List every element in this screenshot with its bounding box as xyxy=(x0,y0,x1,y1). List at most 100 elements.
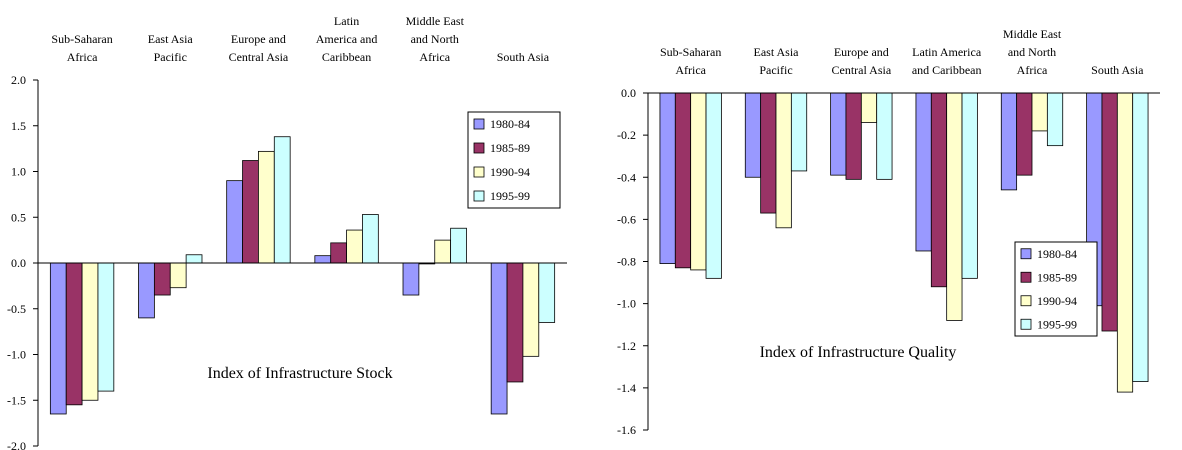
bar xyxy=(1101,92,1118,332)
category-label: Latin America xyxy=(912,45,982,59)
legend-label: 1995-99 xyxy=(1037,317,1077,331)
bar xyxy=(258,150,275,264)
y-tick-label: -1.5 xyxy=(7,393,26,407)
bar xyxy=(790,92,808,172)
bar xyxy=(674,92,692,269)
category-label: Pacific xyxy=(759,63,792,77)
category-label: Africa xyxy=(67,50,98,64)
category-label: Central Asia xyxy=(229,50,289,64)
bar xyxy=(830,92,847,176)
y-tick-label: -0.4 xyxy=(617,170,636,184)
category-label: East Asia xyxy=(148,32,194,46)
bar xyxy=(153,262,171,296)
legend-label: 1985-89 xyxy=(490,141,530,155)
bar xyxy=(49,262,67,415)
y-tick-label: 0.0 xyxy=(621,86,636,100)
bar xyxy=(876,92,893,180)
bar xyxy=(705,92,722,279)
bar xyxy=(522,262,540,357)
y-tick-label: -0.6 xyxy=(617,212,636,226)
bar xyxy=(1046,92,1064,147)
bar xyxy=(690,92,707,271)
category-label: Sub-Saharan xyxy=(660,45,721,59)
category-label: and Caribbean xyxy=(912,63,982,77)
bar xyxy=(860,92,878,123)
bar xyxy=(946,92,963,321)
annotation: Index of Infrastructure Stock xyxy=(207,365,392,382)
bar xyxy=(506,262,524,383)
category-label: Sub-Saharan xyxy=(51,32,112,46)
category-label: Caribbean xyxy=(322,50,371,64)
legend-label: 1990-94 xyxy=(1037,294,1077,308)
category-label: Central Asia xyxy=(832,63,892,77)
bar xyxy=(65,262,83,406)
bar xyxy=(760,92,777,214)
category-label: and North xyxy=(1008,45,1056,59)
bar xyxy=(314,255,332,264)
category-label: Middle East xyxy=(406,14,465,28)
bar xyxy=(744,92,762,178)
category-label: Europe and xyxy=(231,32,286,46)
legend-label: 1995-99 xyxy=(490,189,530,203)
y-tick-label: 0.0 xyxy=(11,256,26,270)
category-label: Africa xyxy=(419,50,450,64)
y-tick-label: 1.0 xyxy=(11,165,26,179)
legend-swatch xyxy=(473,166,485,178)
bar xyxy=(538,262,556,323)
y-tick-label: -1.0 xyxy=(617,297,636,311)
legend-swatch xyxy=(1020,318,1032,330)
bar xyxy=(775,92,792,229)
category-label: and North xyxy=(411,32,459,46)
bar xyxy=(490,262,508,415)
y-tick-label: -0.2 xyxy=(617,128,636,142)
legend-label: 1980-84 xyxy=(490,117,530,131)
legend-swatch xyxy=(473,118,485,130)
annotation: Index of Infrastructure Quality xyxy=(760,344,957,361)
bar xyxy=(659,92,676,265)
y-tick-label: -1.2 xyxy=(617,339,636,353)
bar xyxy=(1116,92,1134,393)
y-tick-label: -1.0 xyxy=(7,348,26,362)
y-tick-label: -1.4 xyxy=(617,381,636,395)
bar xyxy=(1031,92,1048,132)
category-label: America and xyxy=(316,32,378,46)
bar xyxy=(402,262,420,296)
bar xyxy=(434,239,452,264)
bar xyxy=(362,214,379,264)
legend-swatch xyxy=(473,142,485,154)
category-label: Europe and xyxy=(834,45,889,59)
legend-swatch xyxy=(1020,271,1032,283)
bar xyxy=(1132,92,1149,382)
y-tick-label: -1.6 xyxy=(617,423,636,437)
bar xyxy=(273,136,291,264)
bar xyxy=(242,160,259,264)
bar xyxy=(169,262,187,289)
legend-label: 1990-94 xyxy=(490,165,530,179)
bar xyxy=(138,262,155,319)
y-tick-label: 2.0 xyxy=(11,73,26,87)
bar xyxy=(330,242,347,264)
category-label: Latin xyxy=(334,14,359,28)
legend-swatch xyxy=(1020,248,1032,260)
legend-swatch xyxy=(473,190,485,202)
category-label: South Asia xyxy=(1091,63,1144,77)
category-label: Pacific xyxy=(154,50,187,64)
bar xyxy=(915,92,932,252)
y-tick-label: -0.5 xyxy=(7,302,26,316)
category-label: East Asia xyxy=(754,45,800,59)
bar xyxy=(1016,92,1033,176)
bar xyxy=(97,262,115,392)
bar xyxy=(961,92,978,279)
y-tick-label: 1.5 xyxy=(11,119,26,133)
category-label: Africa xyxy=(1017,63,1048,77)
bar xyxy=(346,229,363,264)
legend-label: 1980-84 xyxy=(1037,247,1077,261)
category-label: South Asia xyxy=(497,50,550,64)
y-tick-label: -0.8 xyxy=(617,255,636,269)
y-tick-label: -2.0 xyxy=(7,439,26,450)
bar xyxy=(930,92,948,288)
y-tick-label: 0.5 xyxy=(11,210,26,224)
bar xyxy=(185,254,203,264)
bar xyxy=(81,262,99,401)
